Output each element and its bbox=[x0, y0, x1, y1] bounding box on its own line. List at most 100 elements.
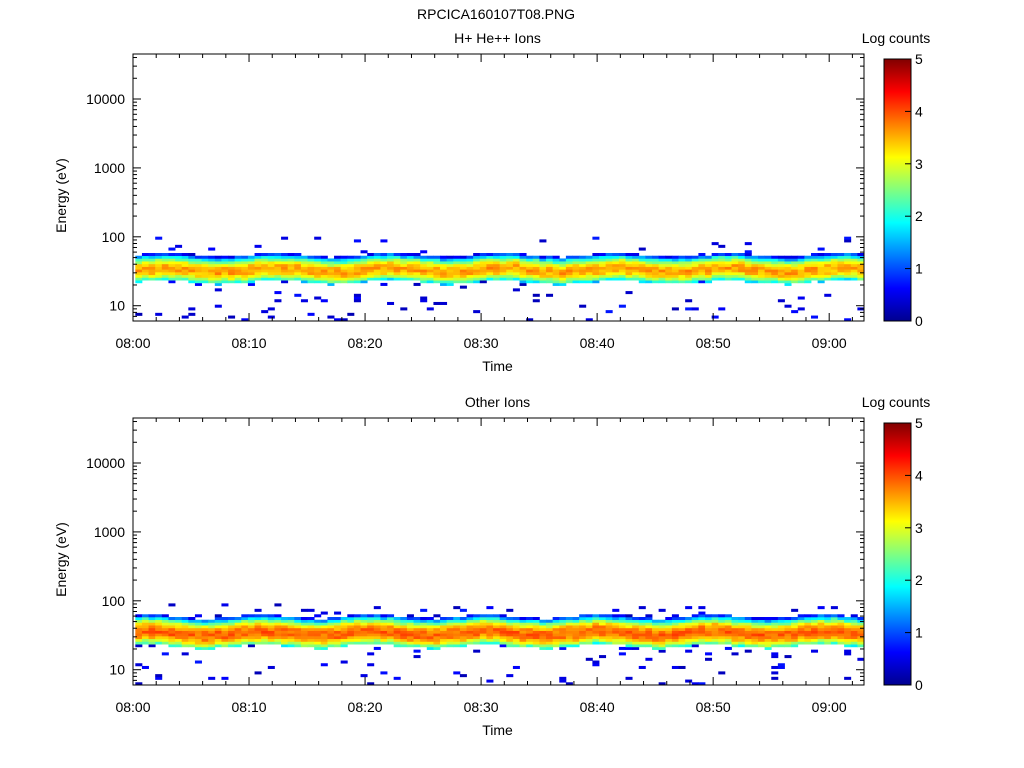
spectrogram-cell bbox=[413, 272, 421, 276]
spectrogram-cell bbox=[844, 619, 852, 623]
spectrogram-cell bbox=[433, 277, 441, 281]
spectrogram-cell bbox=[300, 641, 308, 645]
spectrogram-cell bbox=[559, 277, 567, 281]
spectrogram-cell bbox=[718, 641, 726, 645]
spectrogram-cell bbox=[837, 630, 845, 634]
spectrogram-cell bbox=[824, 277, 832, 281]
spectrogram-cell bbox=[751, 261, 759, 265]
spectrogram-cell bbox=[175, 625, 183, 629]
spectrogram-cell bbox=[221, 644, 229, 648]
spectrogram-cell bbox=[367, 614, 375, 618]
spectrogram-cell bbox=[367, 625, 375, 629]
spectrogram-cell bbox=[446, 622, 454, 626]
spectrogram-cell bbox=[718, 614, 726, 618]
spectrogram-cell bbox=[400, 274, 408, 278]
spectrogram-cell bbox=[294, 633, 302, 637]
spectrogram-cell bbox=[605, 266, 613, 270]
spectrogram-cell bbox=[440, 622, 448, 626]
spectrogram-cell bbox=[307, 630, 315, 634]
spectrogram-cell bbox=[135, 277, 143, 281]
spectrogram-cell bbox=[228, 255, 236, 259]
spectrogram-cell bbox=[691, 622, 699, 626]
spectrogram-cell bbox=[565, 619, 573, 623]
spectrogram-cell bbox=[347, 312, 355, 316]
spectrogram-cell bbox=[214, 627, 222, 631]
spectrogram-cell bbox=[373, 272, 381, 276]
spectrogram-cell bbox=[208, 625, 216, 629]
spectrogram-cell bbox=[658, 627, 666, 631]
spectrogram-cell bbox=[307, 272, 315, 276]
spectrogram-cell bbox=[141, 665, 149, 669]
spectrogram-cell bbox=[665, 280, 673, 284]
spectrogram-cell bbox=[479, 627, 487, 631]
spectrogram-cell bbox=[201, 274, 209, 278]
spectrogram-cell bbox=[830, 633, 838, 637]
spectrogram-cell bbox=[632, 646, 640, 650]
spectrogram-cell bbox=[632, 630, 640, 634]
spectrogram-cell bbox=[764, 619, 772, 623]
spectrogram-cell bbox=[281, 644, 289, 648]
spectrogram-cell bbox=[711, 258, 719, 262]
spectrogram-cell bbox=[194, 255, 202, 259]
spectrogram-cell bbox=[512, 622, 520, 626]
spectrogram-cell bbox=[738, 274, 746, 278]
spectrogram-cell bbox=[758, 644, 766, 648]
spectrogram-cell bbox=[440, 627, 448, 631]
spectrogram-cell bbox=[493, 272, 501, 276]
spectrogram-cell bbox=[612, 638, 620, 642]
spectrogram-cell bbox=[552, 269, 560, 273]
spectrogram-cell bbox=[194, 269, 202, 273]
spectrogram-cell bbox=[844, 266, 852, 270]
spectrogram-cell bbox=[155, 277, 163, 281]
spectrogram-cell bbox=[148, 258, 156, 262]
spectrogram-cell bbox=[327, 274, 335, 278]
spectrogram-cell bbox=[420, 255, 428, 259]
spectrogram-cell bbox=[605, 622, 613, 626]
spectrogram-cell bbox=[360, 638, 368, 642]
spectrogram-cell bbox=[638, 627, 646, 631]
spectrogram-cell bbox=[817, 617, 825, 621]
spectrogram-cell bbox=[241, 272, 249, 276]
spectrogram-cell bbox=[797, 638, 805, 642]
spectrogram-cell bbox=[353, 266, 361, 270]
spectrogram-cell bbox=[797, 296, 805, 300]
spectrogram-cell bbox=[380, 636, 388, 640]
spectrogram-cell bbox=[387, 622, 395, 626]
spectrogram-cell bbox=[652, 627, 660, 631]
spectrogram-cell bbox=[208, 633, 216, 637]
spectrogram-cell bbox=[247, 261, 255, 265]
spectrogram-cell bbox=[671, 627, 679, 631]
spectrogram-cell bbox=[353, 296, 361, 300]
spectrogram-cell bbox=[824, 636, 832, 640]
spectrogram-cell bbox=[811, 258, 819, 262]
spectrogram-cell bbox=[519, 258, 527, 262]
spectrogram-cell bbox=[148, 627, 156, 631]
spectrogram-cell bbox=[261, 269, 269, 273]
spectrogram-cell bbox=[194, 641, 202, 645]
spectrogram-cell bbox=[817, 625, 825, 629]
spectrogram-cell bbox=[327, 627, 335, 631]
spectrogram-cell bbox=[360, 280, 368, 284]
spectrogram-cell bbox=[645, 622, 653, 626]
spectrogram-cell bbox=[406, 614, 414, 618]
spectrogram-cell bbox=[241, 269, 249, 273]
spectrogram-cell bbox=[261, 630, 269, 634]
spectrogram-cell bbox=[645, 266, 653, 270]
spectrogram-cell bbox=[155, 641, 163, 645]
spectrogram-cell bbox=[228, 641, 236, 645]
spectrogram-cell bbox=[791, 622, 799, 626]
spectrogram-cell bbox=[254, 622, 262, 626]
spectrogram-cell bbox=[168, 641, 176, 645]
spectrogram-cell bbox=[221, 676, 229, 680]
x-tick-label: 08:20 bbox=[348, 335, 383, 351]
spectrogram-cell bbox=[221, 617, 229, 621]
spectrogram-cell bbox=[194, 258, 202, 262]
spectrogram-cell bbox=[314, 266, 322, 270]
spectrogram-cell bbox=[426, 641, 434, 645]
spectrogram-cell bbox=[512, 253, 520, 257]
spectrogram-cell bbox=[300, 625, 308, 629]
spectrogram-cell bbox=[559, 627, 567, 631]
spectrogram-cell bbox=[797, 269, 805, 273]
spectrogram-cell bbox=[592, 614, 600, 618]
spectrogram-cell bbox=[512, 261, 520, 265]
